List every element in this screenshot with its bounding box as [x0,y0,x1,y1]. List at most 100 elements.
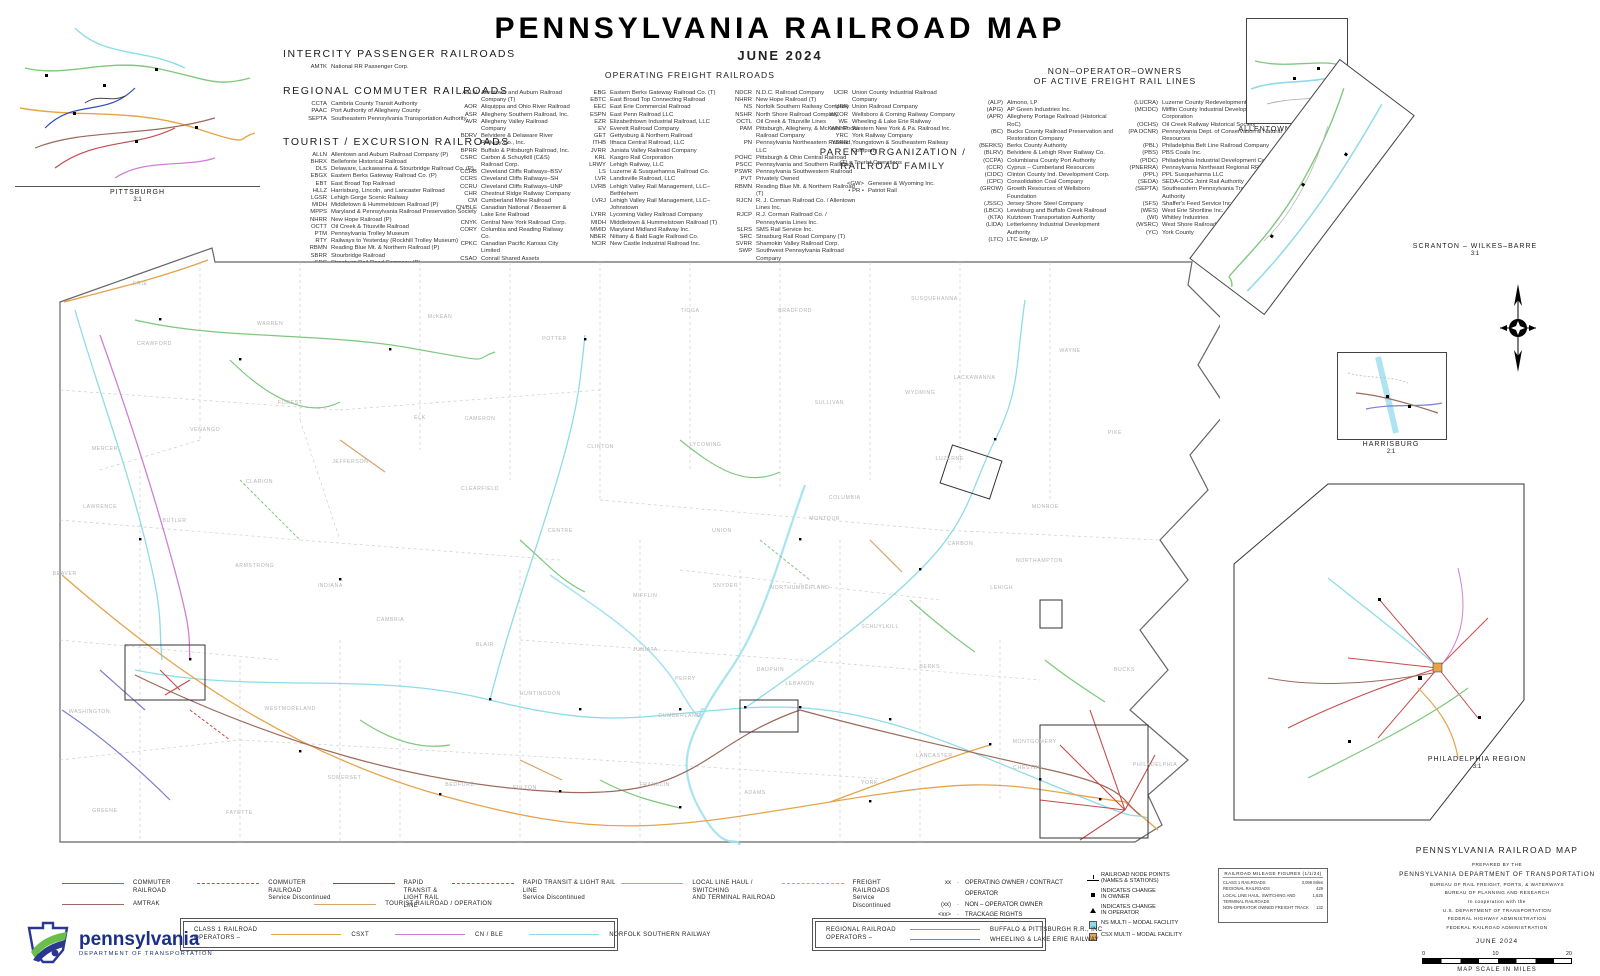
list-item: SRC Strasburg Rail Road Company (T) [739,234,846,241]
list-item: (PBS) PBS Coals Inc. [1142,150,1202,157]
list-item: AMTK National RR Passenger Corp. [310,64,409,70]
legend-line-entry: RAPID TRANSIT & LIGHT RAIL LINE Service D… [451,880,622,910]
legend-line-swatch [62,883,124,884]
county-label: BERKS [919,663,941,670]
list-item: (CPC) Consolidation Coal Company [986,179,1084,186]
operator-swatch-entry: NORFOLK SOUTHERN RAILWAY [529,932,711,938]
commuter-header: REGIONAL COMMUTER RAILROADS [283,85,509,98]
list-item: (CCPA) Columbiana County Port Authority [983,157,1096,164]
list-item: LGSR Lehigh Gorge Scenic Railway [310,195,409,202]
inset-philadelphia-label: PHILADELPHIA REGION [1427,756,1527,763]
non-operator-header-1: NON–OPERATOR–OWNERS [1047,66,1183,76]
list-item: WE Wheeling & Lake Erie Railway [838,118,931,125]
page-subtitle: JUNE 2024 [737,48,823,63]
county-label: LACKAWANNA [953,375,996,382]
county-label: LEBANON [785,681,815,688]
county-label: MONTGOMERY [1012,738,1057,745]
list-item: (LUCRA) Luzerne County Redevelopment Auth… [1134,100,1272,106]
list-item: CCTA Cambria County Transit Authority [311,101,418,108]
list-item: JVRR Juniata Valley Railroad Company [590,147,697,154]
list-item: SWP Southwest Pennsylvania Railroad Compa… [738,248,844,262]
list-item: (ALP) Almono, LP [987,100,1038,106]
scale-bar-graphic [1422,957,1572,964]
list-item: CM Cumberland Mine Railroad [467,198,552,205]
list-item: MMID Maryland Midland Railway Inc. [590,226,690,233]
parent-org-header-1: PARENT ORGANIZATION / [819,147,967,158]
list-item: NBER Nittany & Bald Eagle Railroad Co. [589,234,699,241]
inset-scranton-scale: 3:1 [1470,251,1480,257]
list-item: LVRJ Lehigh Valley Rail Management, LLC–J… [592,198,711,212]
map-scale-bar: 0 10 20 MAP SCALE IN MILES [1422,951,1572,973]
mileage-row: LOCAL LINE HAUL, SWITCHING AND TERMINAL … [1223,892,1323,904]
county-label: FULTON [513,784,537,791]
node-legend-entry: CSX MULTI – MODAL FACILITY [1085,932,1215,941]
inset-harrisburg-label: HARRISBURG [1362,441,1420,448]
county-label: WASHINGTON [68,709,111,716]
county-label: UNION [712,528,732,535]
list-item: EEC East Erie Commercial Railroad [593,104,691,111]
list-item: CSAO Conrail Shared Assets [460,255,540,262]
list-item: ALLN Allentown and Auburn Railroad Compan… [312,151,449,158]
list-item: (LIDA) Letterkenny Industrial Development… [985,222,1100,236]
county-label: FRANKLIN [639,782,670,789]
list-item: NS Norfolk Southern Railway Company [743,104,850,111]
list-item: (WSRC) West Shore Railroad Corporation [1136,222,1249,229]
inset-scranton [1189,58,1415,316]
county-label: TIOGA [680,307,700,314]
county-label: CHESTER [1013,765,1043,772]
inset-scranton-lines [1228,88,1383,292]
county-label: PERRY [675,676,696,683]
penndot-dept: DEPARTMENT OF TRANSPORTATION [79,950,213,957]
list-item: AOR Aliquippa and Ohio River Railroad [464,104,570,111]
freight-col4-wrap: UCIR Union County Industrial Railroad Com… [818,86,960,166]
county-label: BUTLER [162,518,187,525]
scale-tick-10: 10 [1492,950,1499,957]
non-operator-header: NON–OPERATOR–OWNERS OF ACTIVE FREIGHT RA… [965,66,1265,86]
parent-org: PARENT ORGANIZATION / RAILROAD FAMILY <G… [808,146,978,195]
county-label: CARBON [947,540,974,547]
list-item: CCRB Cleveland Cliffs Railways–BSV [460,169,563,176]
inset-philadelphia-lines [1233,483,1525,821]
list-item: SBRR Stourbridge Railroad [310,252,386,259]
inset-pittsburgh-caption: PITTSBURGH 3:1 [15,189,260,203]
county-label: SULLIVAN [814,400,845,407]
compass-rose-icon [1498,282,1538,374]
legend-line-entry: LOCAL LINE HAUL / SWITCHING AND TERMINAL … [621,880,781,910]
freight-col2: EBG Eastern Berks Gateway Railroad Co. (T… [576,90,718,248]
list-item: CNYK Central New York Railroad Corp. [460,219,567,226]
list-item: (KTA) Kutztown Transportation Authority [988,215,1096,222]
list-item: EBGX Eastern Berks Gateway Railroad Co. (… [310,173,437,180]
county-label: WARREN [256,321,284,328]
list-item: ASR Allegheny Southern Railroad, Inc. [464,111,569,118]
legend-line-entry: TOURIST RAILROAD / OPERATION [314,901,492,909]
list-item: CCRU Cleveland Cliffs Railways–UNP [459,183,563,190]
county-label: BRADFORD [778,307,813,314]
list-item: PN Pennsylvania Northeastern Railroad, LL… [743,140,852,154]
list-item: (YC) York County [1145,229,1194,236]
county-label: CRAWFORD [136,340,173,347]
list-item: PAAC Port Authority of Allegheny County [311,108,421,115]
scale-tick-20: 20 [1565,950,1572,957]
freight-col4: UCIR Union County Industrial Railroad Com… [818,90,960,155]
county-label: BUCKS [1113,666,1135,673]
attribution-bureau1: BUREAU OF RAIL FREIGHT, PORTS, & WATERWA… [1429,881,1565,887]
list-item: (BERKS) Berks County Authority [979,143,1067,150]
class1-box-label-2: OPERATORS – [194,934,241,941]
list-item: RBMN Reading Blue Mt. & Northern Railroad… [734,183,855,197]
list-item: BHRX Bellefonte Historical Railroad [310,159,407,166]
node-glyph-icon [1087,874,1099,881]
list-item: NDCR N.D.C. Railroad Company [734,90,825,96]
tourist-header: TOURIST / EXCURSION RAILROADS [283,135,510,148]
county-label: McKEAN [427,314,453,321]
legend-line-entry: FREIGHT RAILROADS Service Discontinued [781,880,912,910]
list-item: (MCIDC) Mifflin County Industrial Develop… [1134,107,1260,121]
county-label: CLEARFIELD [461,486,500,492]
list-item: <GW> Genesee & Wyoming Inc. [846,180,935,187]
mileage-box-title: RAILROAD MILEAGE FIGURES (1/1/24) [1223,871,1323,878]
inset-scranton-label: SCRANTON – WILKES–BARRE [1412,243,1538,250]
county-label: WYOMING [905,389,936,396]
county-label: LUZERNE [935,456,964,463]
inset-harrisburg [1337,352,1447,440]
list-item: CPKC Canadian Pacific Kansas City Limited [460,241,559,255]
